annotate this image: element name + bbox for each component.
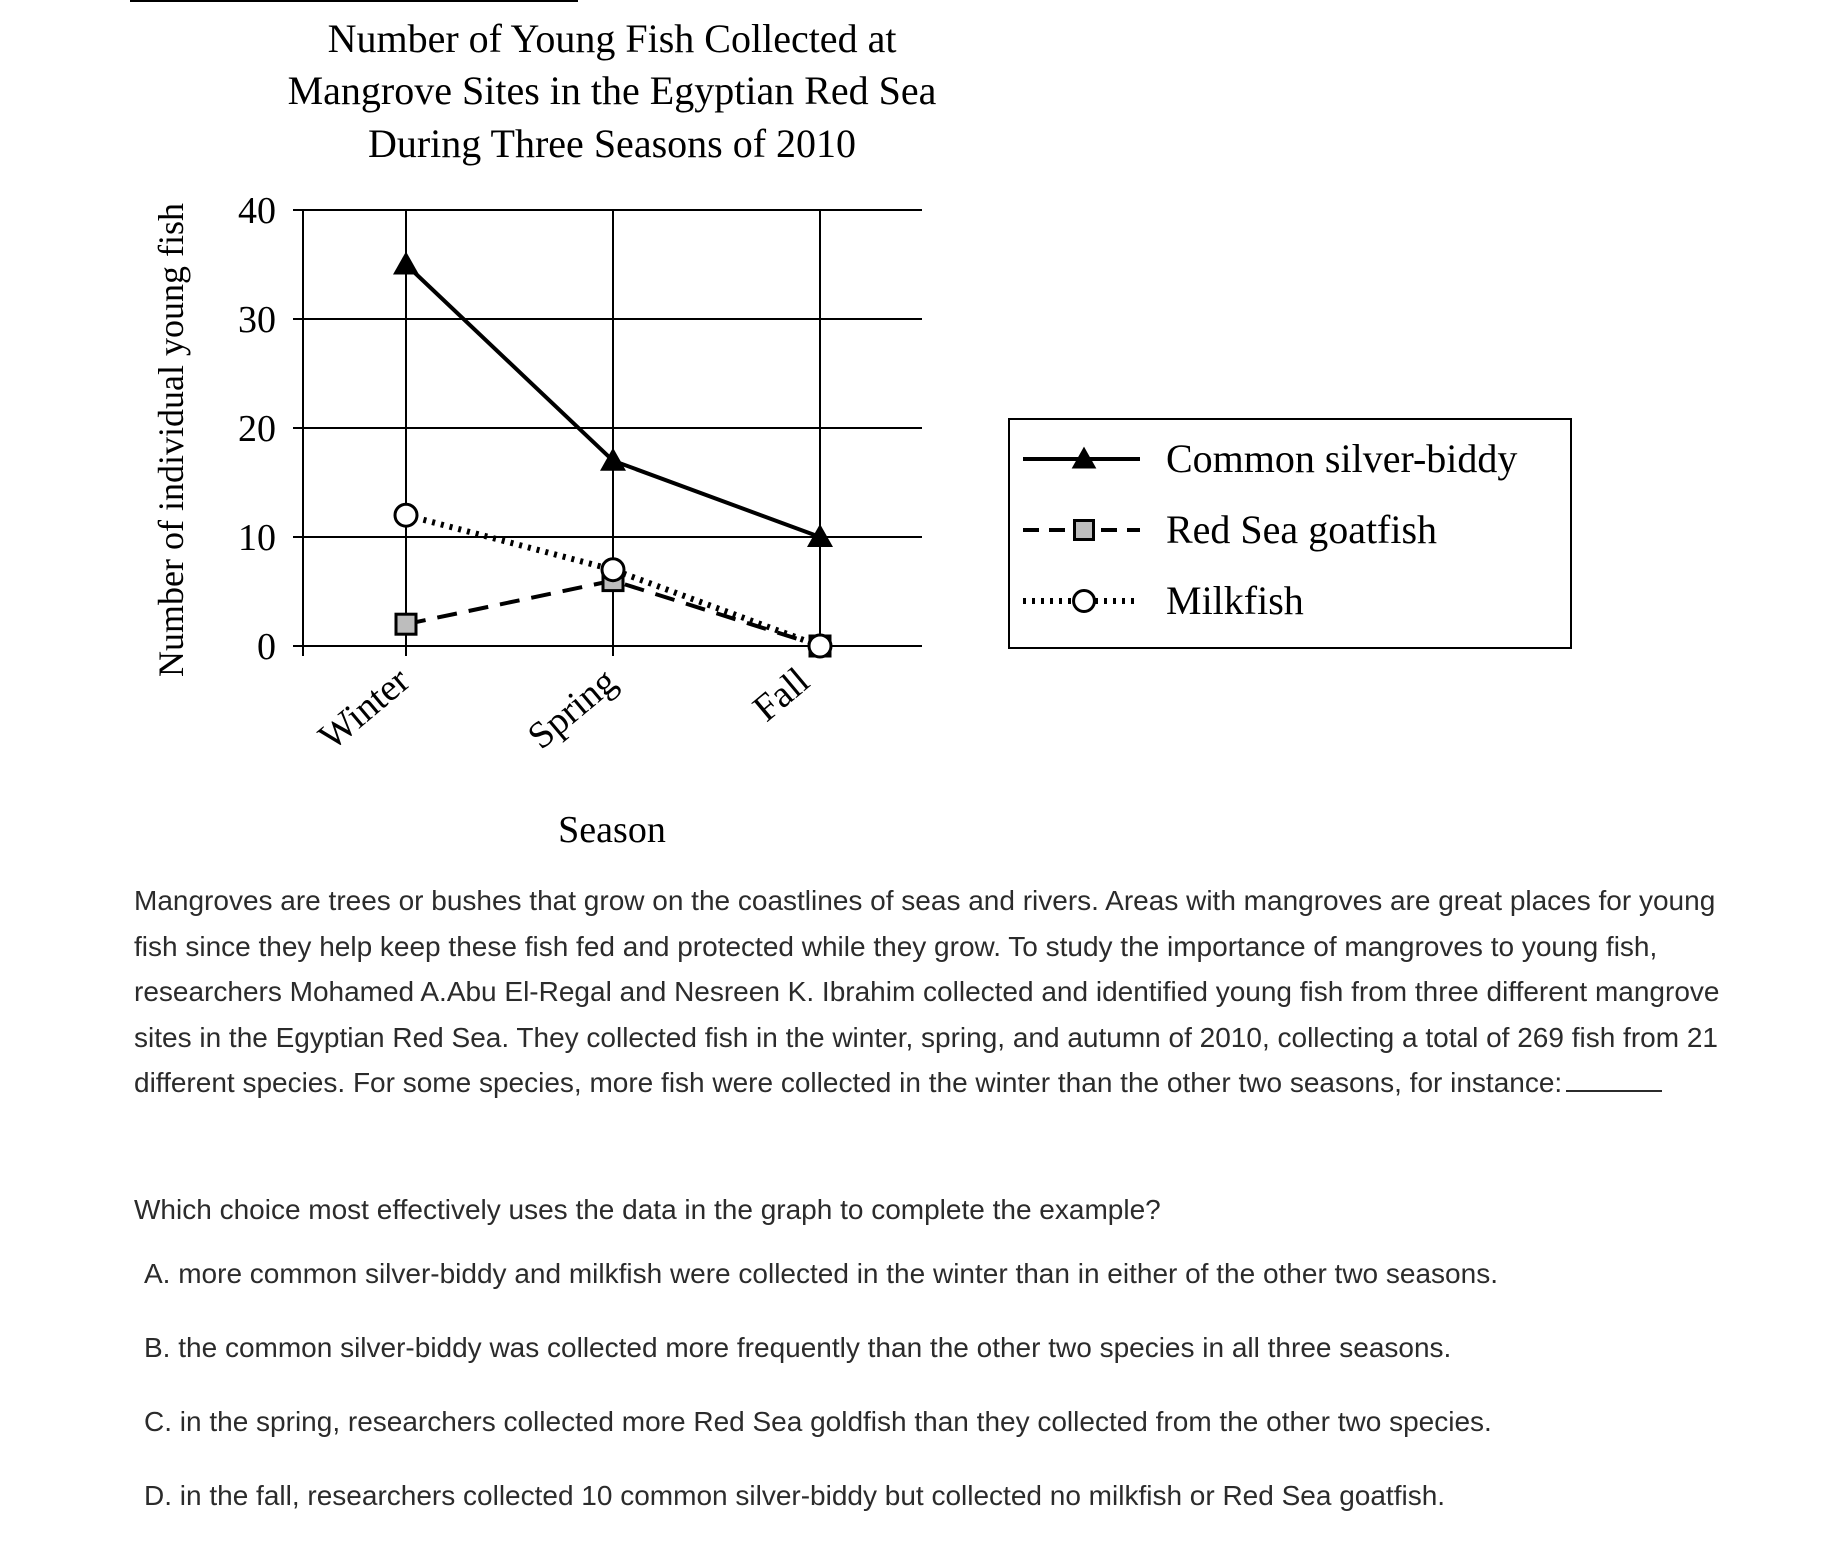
chart-grid [293, 209, 922, 656]
chart-legend: Common silver-biddy Red Sea goatfish Milkf… [1008, 418, 1572, 649]
y-tick-label: 10 [238, 517, 276, 559]
y-tick-label: 30 [238, 299, 276, 341]
line-chart: Number of Young Fish Collected at Mangrov… [130, 0, 1572, 851]
choice-d[interactable]: D. in the fall, researchers collected 10… [144, 1480, 1446, 1511]
answer-choices: A. more common silver-biddy and milkfish… [144, 1254, 1794, 1550]
data-point-circle [393, 502, 419, 528]
choice-a[interactable]: A. more common silver-biddy and milkfish… [144, 1258, 1498, 1289]
passage-body: Mangroves are trees or bushes that grow … [134, 885, 1720, 1098]
y-tick-labels: 0 10 20 30 40 [238, 190, 276, 668]
chart-title-line: Number of Young Fish Collected at [328, 16, 897, 61]
data-point-triangle [807, 524, 833, 547]
legend-label: Red Sea goatfish [1166, 507, 1437, 552]
legend-label: Common silver-biddy [1166, 436, 1517, 481]
legend-marker-triangle [1071, 446, 1097, 469]
chart-title-line: During Three Seasons of 2010 [368, 121, 856, 166]
y-tick-label: 20 [238, 408, 276, 450]
answer-blank [1566, 1066, 1663, 1092]
choice-b[interactable]: B. the common silver-biddy was collected… [144, 1332, 1452, 1363]
y-axis-label: Number of individual young fish [151, 203, 191, 677]
y-tick-label: 0 [257, 626, 276, 668]
legend-box [1008, 418, 1572, 649]
data-point-circle [807, 633, 833, 659]
data-point-circle [600, 557, 626, 583]
legend-marker-circle [1072, 589, 1096, 613]
y-tick-label: 40 [238, 190, 276, 232]
chart-title: Number of Young Fish Collected at Mangrov… [288, 16, 937, 166]
choice-c[interactable]: C. in the spring, researchers collected … [144, 1406, 1492, 1437]
passage-text: Mangroves are trees or bushes that grow … [134, 878, 1734, 1106]
x-tick-label: Winter [311, 659, 418, 758]
chart-series [393, 251, 833, 659]
x-tick-label: Spring [520, 660, 625, 757]
x-axis-label: Season [558, 809, 666, 851]
x-tick-label: Fall [745, 660, 817, 730]
data-point-triangle [393, 251, 419, 275]
series-line-2 [405, 512, 822, 649]
chart-title-line: Mangrove Sites in the Egyptian Red Sea [288, 68, 937, 113]
x-tick-labels: Winter Spring Fall [311, 659, 817, 758]
data-point-square [394, 612, 418, 636]
data-point-triangle [600, 447, 626, 471]
question-text: Which choice most effectively uses the d… [134, 1194, 1161, 1225]
legend-label: Milkfish [1166, 578, 1304, 623]
legend-marker-square [1073, 519, 1095, 541]
